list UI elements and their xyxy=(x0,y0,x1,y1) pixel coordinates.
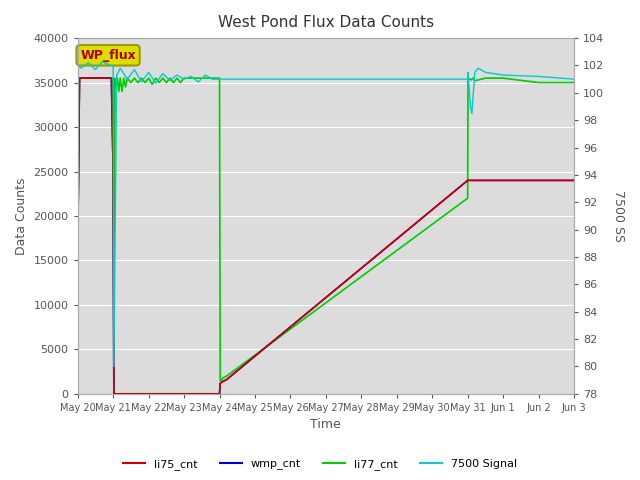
Y-axis label: 7500 SS: 7500 SS xyxy=(612,190,625,242)
Text: WP_flux: WP_flux xyxy=(80,49,136,62)
X-axis label: Time: Time xyxy=(310,419,341,432)
Y-axis label: Data Counts: Data Counts xyxy=(15,177,28,255)
Title: West Pond Flux Data Counts: West Pond Flux Data Counts xyxy=(218,15,434,30)
Legend: li75_cnt, wmp_cnt, li77_cnt, 7500 Signal: li75_cnt, wmp_cnt, li77_cnt, 7500 Signal xyxy=(118,455,522,474)
